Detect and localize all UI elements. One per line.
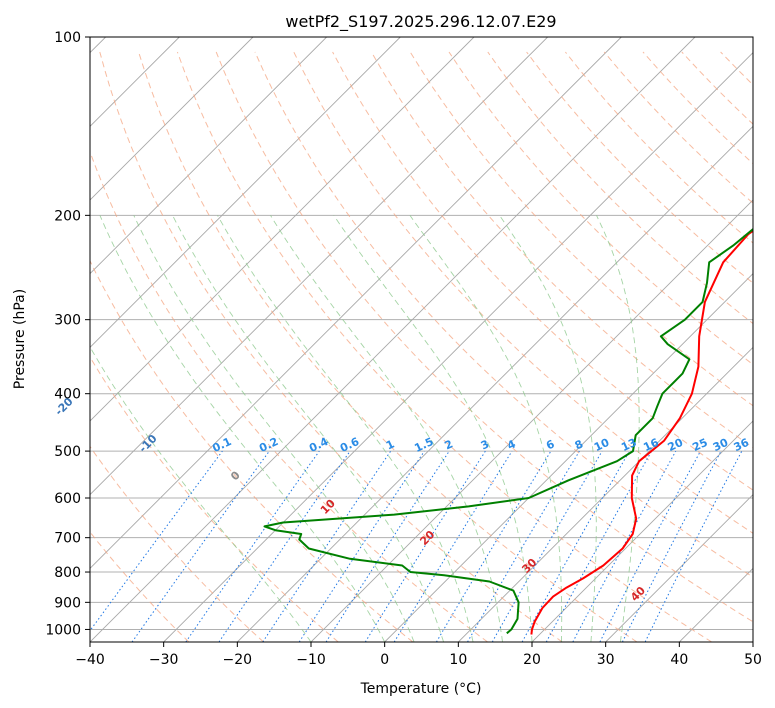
mixing-ratio-line [262, 450, 392, 642]
moist-adiabat [99, 215, 386, 642]
dry-adiabat [370, 51, 753, 449]
isotherm-gridline [90, 37, 401, 348]
dry-adiabat [99, 51, 563, 642]
y-tick-label: 800 [54, 565, 81, 581]
isotherm-gridline [90, 37, 622, 569]
y-axis-label: Pressure (hPa) [12, 289, 28, 389]
dry-adiabat [293, 51, 753, 534]
isotherm-gridline [90, 37, 475, 422]
mixing-ratio-line [545, 450, 653, 642]
mixing-ratio-line [185, 450, 320, 642]
y-tick-label: 600 [54, 491, 81, 507]
mixing-ratio-line [90, 450, 223, 632]
y-tick-label: 1000 [45, 622, 81, 638]
isotherm-gridline [90, 37, 327, 275]
dry-adiabat [254, 51, 753, 578]
mixing-ratio-line [644, 450, 743, 642]
isotherm-gridline [90, 37, 254, 201]
mixing-ratio-line [325, 450, 450, 642]
mixing-ratio-line [298, 450, 425, 642]
background-lines [90, 37, 753, 642]
plot-frame [89, 36, 754, 643]
x-tick-label: −30 [149, 652, 179, 668]
dry-adiabat [90, 445, 264, 642]
dry-adiabat [176, 51, 712, 642]
mixing-ratio-label: 20 [666, 436, 686, 454]
dewpoint-profile-line [263, 227, 753, 635]
dry-adiabat [138, 51, 638, 642]
dry-adiabat [90, 259, 414, 642]
moist-adiabat [217, 215, 474, 642]
moist-adiabat [333, 215, 533, 642]
y-tick-label: 900 [54, 595, 81, 611]
y-tick-label: 300 [54, 313, 81, 329]
dry-adiabat [90, 356, 339, 642]
mixing-ratio-line [393, 450, 513, 642]
moist-adiabat [409, 215, 563, 642]
moist-adiabat [172, 215, 445, 642]
moist-adiabat [133, 215, 415, 642]
mixing-ratio-line [572, 450, 677, 642]
x-tick-label: 40 [670, 652, 688, 668]
dry-adiabat [332, 51, 753, 491]
mixing-ratio-line [218, 450, 351, 642]
x-axis: −40 −30 −20 −10 0 10 20 30 40 50 [75, 642, 762, 668]
x-tick-label: −20 [223, 652, 253, 668]
mixing-ratio-label: 10 [592, 436, 612, 454]
moist-adiabat [596, 215, 640, 642]
series-group [263, 227, 753, 635]
x-tick-label: 30 [597, 652, 615, 668]
isotherm-gridline [605, 494, 753, 642]
y-tick-label: 400 [54, 387, 81, 403]
y-axis: 100 200 300 400 500 600 700 800 900 1000 [45, 30, 90, 638]
isotherm-gridline [531, 420, 753, 642]
x-tick-label: 10 [449, 652, 467, 668]
dry-adiabat [409, 51, 753, 407]
y-tick-label: 100 [54, 30, 81, 46]
mixing-ratio-label: 30 [711, 436, 731, 454]
mixing-ratio-label: 16 [641, 436, 661, 454]
mixing-ratio-label: 36 [732, 436, 752, 454]
y-tick-label: 700 [54, 531, 81, 547]
isotherm-gridline [90, 37, 696, 642]
x-axis-label: Temperature (°C) [360, 681, 482, 697]
dry-adiabat [215, 51, 753, 623]
mixing-ratio-line [131, 450, 270, 642]
temperature-profile-line [530, 229, 753, 635]
isotherm-gridline [90, 37, 548, 496]
x-tick-label: −40 [75, 652, 105, 668]
mixing-ratio-label: 13 [619, 436, 638, 454]
mixing-ratio-label: 25 [690, 436, 709, 454]
isotherm-gridline [458, 346, 753, 642]
y-tick-label: 500 [54, 444, 81, 460]
isotherm-gridline [163, 52, 753, 642]
x-tick-label: −10 [296, 652, 326, 668]
chart-title: wetPf2_S197.2025.296.12.07.E29 [285, 12, 556, 32]
x-tick-label: 50 [744, 652, 762, 668]
moist-adiabat [90, 345, 312, 642]
y-tick-label: 200 [54, 208, 81, 224]
x-tick-label: 20 [523, 652, 541, 668]
isotherm-gridline [237, 125, 753, 642]
dry-adiabat [448, 51, 753, 366]
isotherm-gridline [384, 273, 753, 642]
moist-adiabat [270, 215, 503, 642]
mixing-ratio-line [521, 450, 630, 642]
dry-adiabat [90, 150, 488, 642]
x-tick-label: 0 [380, 652, 389, 668]
